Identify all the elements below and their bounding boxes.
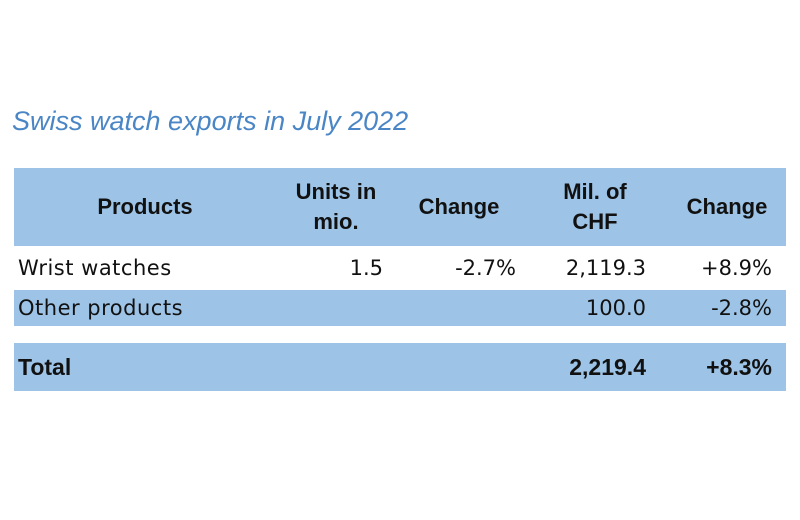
change-chf: -2.8% [711, 296, 772, 320]
change-units: -2.7% [455, 256, 516, 280]
product: Wrist watches [18, 256, 172, 280]
header-cell: Change [418, 194, 500, 219]
header-text: Mil. of CHF [563, 179, 627, 234]
header-band: Products Units in mio. Change Mil. of CH… [14, 168, 786, 246]
header-cell: Units in mio. [276, 168, 396, 246]
header-cell: Change [686, 194, 768, 219]
product: Other products [18, 296, 184, 320]
change-chf: +8.9% [701, 256, 772, 280]
total-label: Total [18, 353, 72, 380]
header-cell: Mil. of CHF [522, 168, 668, 246]
row: Wrist watches 1.5 -2.7% 2,119.3 +8.9% [14, 250, 786, 286]
total-row: Total 2,219.4 +8.3% [14, 343, 786, 391]
value-chf: 2,119.3 [565, 256, 646, 280]
row: Other products 100.0 -2.8% [14, 290, 786, 326]
header-text: Units in mio. [295, 179, 377, 234]
value-chf: 100.0 [585, 296, 646, 320]
header-cell: Products [97, 194, 193, 219]
total-value-chf: 2,219.4 [569, 353, 646, 380]
total-change-chf: +8.3% [706, 353, 772, 380]
title: Swiss watch exports in July 2022 [12, 106, 409, 136]
units: 1.5 [349, 256, 383, 280]
